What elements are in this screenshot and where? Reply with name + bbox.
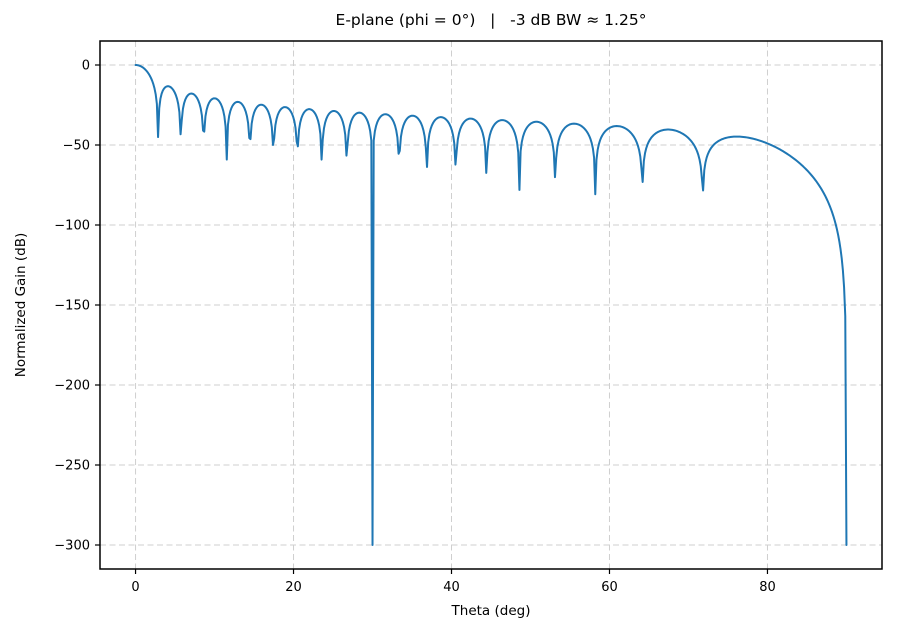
x-tick-label: 80 (759, 580, 776, 595)
x-tick-label: 0 (131, 580, 139, 595)
y-tick-label: −150 (54, 299, 90, 314)
y-tick-label: −50 (63, 139, 90, 154)
x-axis-label: Theta (deg) (451, 603, 531, 619)
y-tick-label: 0 (82, 59, 90, 74)
chart-title: E-plane (phi = 0°) | -3 dB BW ≈ 1.25° (335, 11, 647, 29)
ticks: 0 20 40 60 80 0 −50 −100 −150 −200 −250 −300 (54, 59, 775, 596)
y-tick-label: −250 (54, 459, 90, 474)
pattern-line (134, 64, 848, 546)
y-tick-label: −100 (54, 219, 90, 234)
x-tick-label: 40 (443, 580, 460, 595)
y-tick-label: −300 (54, 539, 90, 554)
x-tick-label: 20 (285, 580, 302, 595)
y-tick-label: −200 (54, 379, 90, 394)
x-tick-label: 60 (601, 580, 618, 595)
